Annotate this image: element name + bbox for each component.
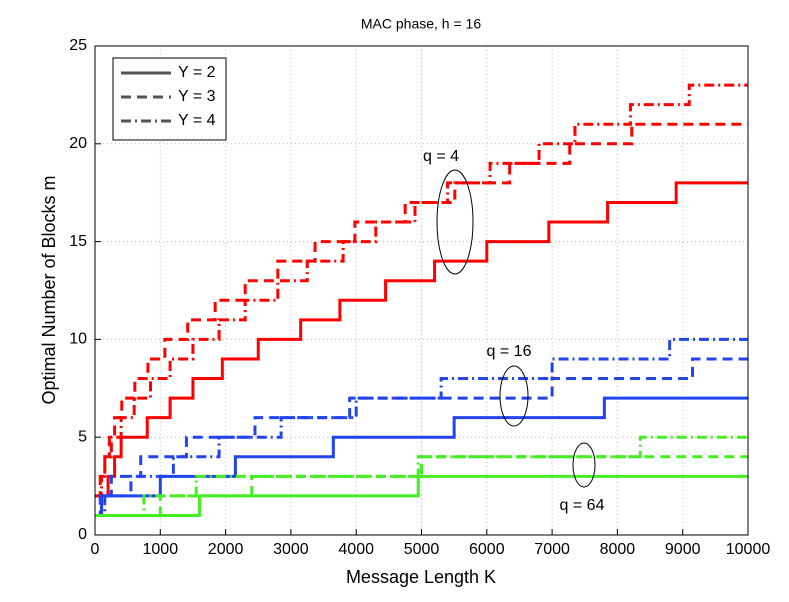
x-tick-label: 9000 <box>665 541 701 558</box>
legend-label: Y = 3 <box>178 88 216 105</box>
annotation: q = 16 <box>487 343 532 360</box>
series-line <box>95 83 748 498</box>
series-line <box>95 474 748 517</box>
x-tick-label: 4000 <box>338 541 374 558</box>
y-tick-label: 10 <box>69 331 87 348</box>
x-tick-label: 7000 <box>534 541 570 558</box>
x-tick-label: 6000 <box>469 541 505 558</box>
y-tick-label: 25 <box>69 37 87 54</box>
annotation: q = 4 <box>423 148 459 165</box>
x-tick-label: 10000 <box>726 541 771 558</box>
annotation-ellipse <box>499 365 529 427</box>
y-tick-label: 5 <box>78 428 87 445</box>
y-tick-label: 0 <box>78 526 87 543</box>
annotation: q = 64 <box>560 497 605 514</box>
legend-label: Y = 2 <box>178 64 216 81</box>
x-tick-label: 5000 <box>404 541 440 558</box>
x-tick-label: 1000 <box>143 541 179 558</box>
plot-frame <box>94 45 749 536</box>
legend: Y = 2 Y = 3 Y = 4 <box>112 57 227 141</box>
x-tick-label: 3000 <box>273 541 309 558</box>
series-line <box>95 455 748 517</box>
annotation-ellipse <box>572 442 596 488</box>
x-tick-label: 8000 <box>600 541 636 558</box>
series-line <box>95 122 748 498</box>
chart-title: MAC phase, h = 16 <box>361 16 481 32</box>
y-tick-label: 20 <box>69 135 87 152</box>
y-axis-label: Optimal Number of Blocks m <box>39 175 59 404</box>
x-tick-label: 2000 <box>208 541 244 558</box>
annotation-ellipse <box>436 169 474 275</box>
y-tick-label: 15 <box>69 233 87 250</box>
legend-label: Y = 4 <box>178 112 216 129</box>
series-line <box>95 181 748 517</box>
series-line <box>95 337 748 517</box>
x-axis-label: Message Length K <box>346 567 496 587</box>
x-tick-label: 0 <box>91 541 100 558</box>
